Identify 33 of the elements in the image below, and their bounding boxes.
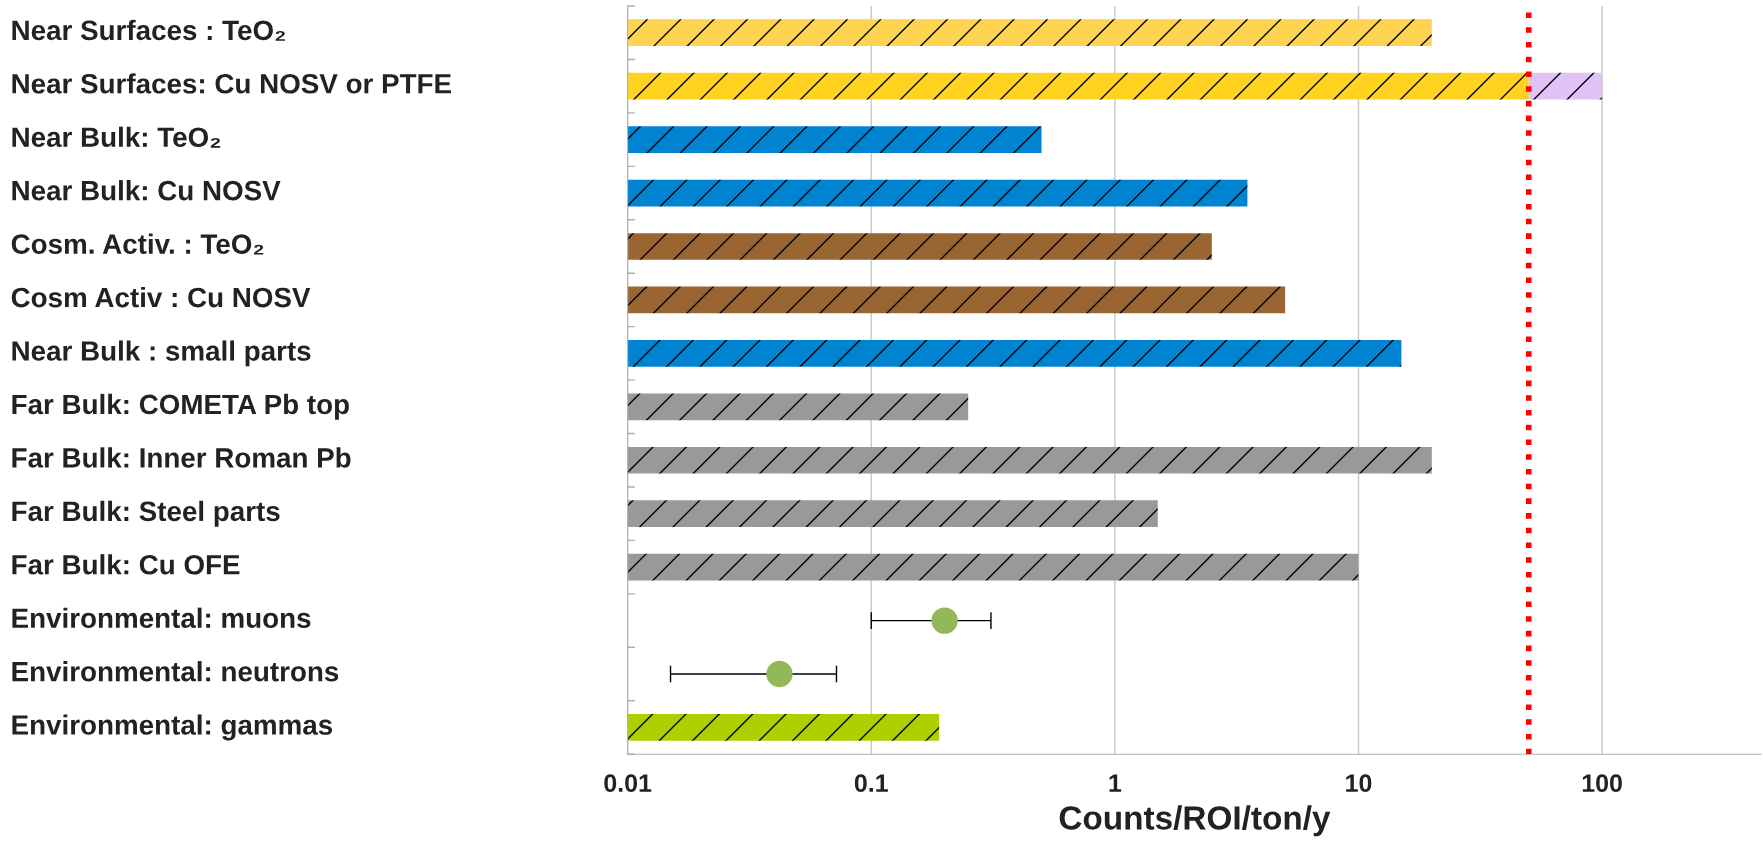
y-tick-label: Near Bulk: Cu NOSV: [12, 180, 281, 201]
bar: [627, 553, 1359, 581]
y-tick-label: Environmental: muons: [12, 607, 311, 629]
x-tick-label: 100: [1582, 774, 1622, 792]
y-tick-label: Near Bulk: TeO₂: [12, 126, 221, 148]
y-tick-label: Far Bulk: Inner Roman Pb: [12, 447, 351, 468]
x-axis-title: Counts/ROI/ton/y: [1059, 805, 1331, 837]
x-tick-label: 10: [1346, 774, 1372, 792]
y-tick-label: Cosm Activ : Cu NOSV: [11, 286, 311, 308]
y-tick-label: Cosm. Activ. : TeO₂: [11, 233, 264, 255]
y-tick-label: Far Bulk: Steel parts: [12, 500, 280, 527]
y-tick-label: Far Bulk: Cu OFE: [12, 554, 240, 575]
bar: [627, 72, 1529, 100]
y-tick-label: Environmental: neutrons: [12, 661, 339, 682]
bar: [1528, 72, 1603, 100]
y-tick-label: Near Surfaces: Cu NOSV or PTFE: [12, 73, 451, 94]
y-tick-label: Environmental: gammas: [12, 714, 333, 741]
bar: [627, 126, 1042, 153]
bar: [627, 714, 940, 741]
x-tick-label: 1: [1109, 774, 1122, 792]
y-tick-label: Far Bulk: COMETA Pb top: [12, 393, 349, 420]
bar: [627, 340, 1402, 367]
bar: [627, 446, 1432, 474]
x-tick-label: 0.01: [604, 774, 652, 792]
bar: [627, 233, 1212, 260]
x-tick-label: 0.1: [854, 774, 888, 792]
bar: [627, 19, 1432, 47]
y-tick-label: Near Bulk : small parts: [12, 340, 311, 367]
bar: [627, 286, 1286, 314]
bar: [627, 500, 1158, 528]
y-tick-label: Near Surfaces : TeO₂: [12, 19, 285, 41]
bar: [627, 393, 969, 421]
bar: [627, 179, 1248, 207]
